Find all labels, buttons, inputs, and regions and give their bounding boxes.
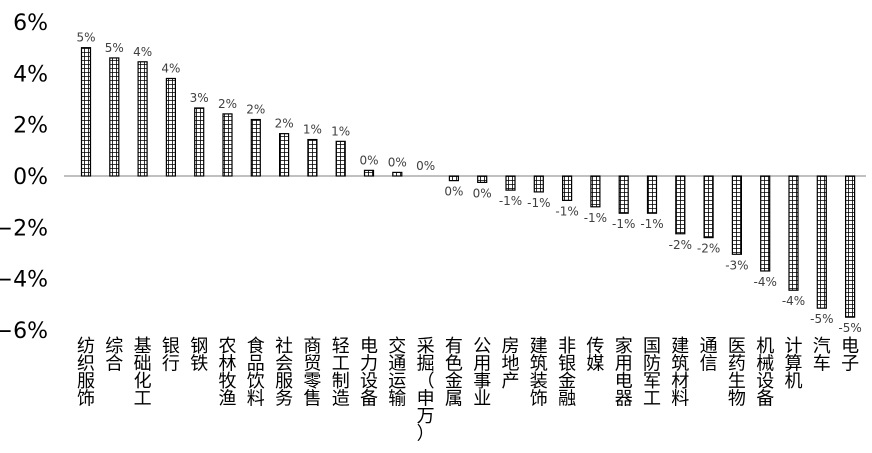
data-label: 0% xyxy=(473,186,492,200)
data-label: 4% xyxy=(133,45,152,59)
data-label: -2% xyxy=(697,242,720,256)
bar xyxy=(561,175,573,201)
data-label: -1% xyxy=(612,217,635,231)
x-tick-label: 基础化工 xyxy=(134,336,152,410)
x-tick-label: 有色金属 xyxy=(445,336,463,410)
bar xyxy=(703,175,714,239)
x-tick-label: 社会服务 xyxy=(275,336,293,410)
data-label: -1% xyxy=(555,204,578,218)
x-tick-label: 商贸零售 xyxy=(303,336,321,410)
data-label: -5% xyxy=(810,312,833,326)
bar xyxy=(477,175,488,184)
y-tick-label: 6% xyxy=(13,11,48,36)
data-label: 0% xyxy=(359,153,378,167)
x-tick-label: 纺织服饰 xyxy=(77,336,95,410)
bar xyxy=(109,57,120,177)
bar xyxy=(816,175,827,309)
x-tick-label: 轻工制造 xyxy=(332,336,350,410)
data-label: 1% xyxy=(303,123,322,137)
data-label: 0% xyxy=(444,185,463,199)
bar xyxy=(80,47,92,177)
bar xyxy=(448,175,459,182)
x-tick-label: 国防军工 xyxy=(643,336,661,410)
data-label: -1% xyxy=(640,217,663,231)
y-tick-label: −2% xyxy=(0,216,48,241)
bar xyxy=(165,77,176,177)
x-tick-label: 钢铁 xyxy=(190,336,208,375)
x-tick-label: 建筑材料 xyxy=(671,336,689,410)
x-tick-label: 食品饮料 xyxy=(247,336,265,410)
data-label: 0% xyxy=(416,159,435,173)
x-tick-label: 采掘（申万） xyxy=(417,336,435,445)
data-label: -2% xyxy=(669,238,692,252)
data-label: 0% xyxy=(388,155,407,169)
x-tick-label: 交通运输 xyxy=(388,336,406,410)
bar xyxy=(250,118,261,177)
bar xyxy=(760,175,771,272)
x-tick-label: 医药生物 xyxy=(728,336,746,410)
y-tick-label: −4% xyxy=(0,268,48,293)
x-tick-label: 机械设备 xyxy=(756,336,774,410)
x-tick-label: 非银金融 xyxy=(558,336,576,410)
bar xyxy=(675,175,686,235)
data-label: 3% xyxy=(190,91,209,105)
y-tick-label: −6% xyxy=(0,319,48,344)
y-axis: 6% 4% 2% 0% −2% −4% −6% xyxy=(0,11,48,344)
bar xyxy=(137,61,148,177)
data-label: 5% xyxy=(105,41,124,55)
bar xyxy=(533,175,544,193)
data-label: -5% xyxy=(838,321,861,335)
bar xyxy=(731,175,743,255)
bar xyxy=(590,175,601,208)
x-tick-label: 综合 xyxy=(105,336,123,375)
data-label: -4% xyxy=(782,294,805,308)
x-tick-label: 汽车 xyxy=(813,336,831,375)
x-tick-label: 计算机 xyxy=(785,336,803,392)
bar xyxy=(307,138,318,177)
x-tick-label: 房地产 xyxy=(502,336,520,392)
bar xyxy=(505,175,516,191)
bar xyxy=(788,175,799,291)
data-label: 5% xyxy=(76,31,95,45)
data-label: -1% xyxy=(527,196,550,210)
y-tick-label: 2% xyxy=(13,114,48,139)
bar xyxy=(392,171,403,177)
data-label: -1% xyxy=(584,211,607,225)
data-label: 1% xyxy=(331,124,350,138)
bar xyxy=(646,175,658,214)
data-label: -3% xyxy=(725,258,748,272)
data-label: 2% xyxy=(218,97,237,111)
bar xyxy=(194,107,205,177)
bar xyxy=(335,140,346,177)
x-tick-label: 建筑装饰 xyxy=(530,336,548,410)
data-label: 2% xyxy=(275,117,294,131)
data-label: -1% xyxy=(499,194,522,208)
x-tick-label: 电子 xyxy=(841,336,859,375)
bar xyxy=(279,133,290,177)
bar xyxy=(618,175,629,214)
x-tick-label: 电力设备 xyxy=(360,336,378,410)
x-axis-labels: 纺织服饰综合基础化工银行钢铁农林牧渔食品饮料社会服务商贸零售轻工制造电力设备交通… xyxy=(77,336,859,445)
data-labels: 5%5% 4%4%3% 2% 2%2% 1% 1%0% 0% 0%0% 0%-1% -1%-1% -… xyxy=(76,31,861,335)
x-tick-label: 家用电器 xyxy=(615,336,633,410)
data-label: 4% xyxy=(161,61,180,75)
bar xyxy=(363,169,375,177)
x-tick-label: 传媒 xyxy=(586,336,604,375)
x-tick-label: 公用事业 xyxy=(473,336,491,410)
x-tick-label: 银行 xyxy=(162,336,180,375)
x-tick-label: 农林牧渔 xyxy=(219,336,237,410)
x-tick-label: 通信 xyxy=(700,336,718,375)
y-tick-label: 4% xyxy=(13,62,48,87)
bar xyxy=(222,113,233,177)
bar xyxy=(844,175,856,318)
data-label: -4% xyxy=(754,275,777,289)
y-tick-label: 0% xyxy=(13,165,48,190)
data-label: 2% xyxy=(246,103,265,117)
bars xyxy=(80,47,856,318)
